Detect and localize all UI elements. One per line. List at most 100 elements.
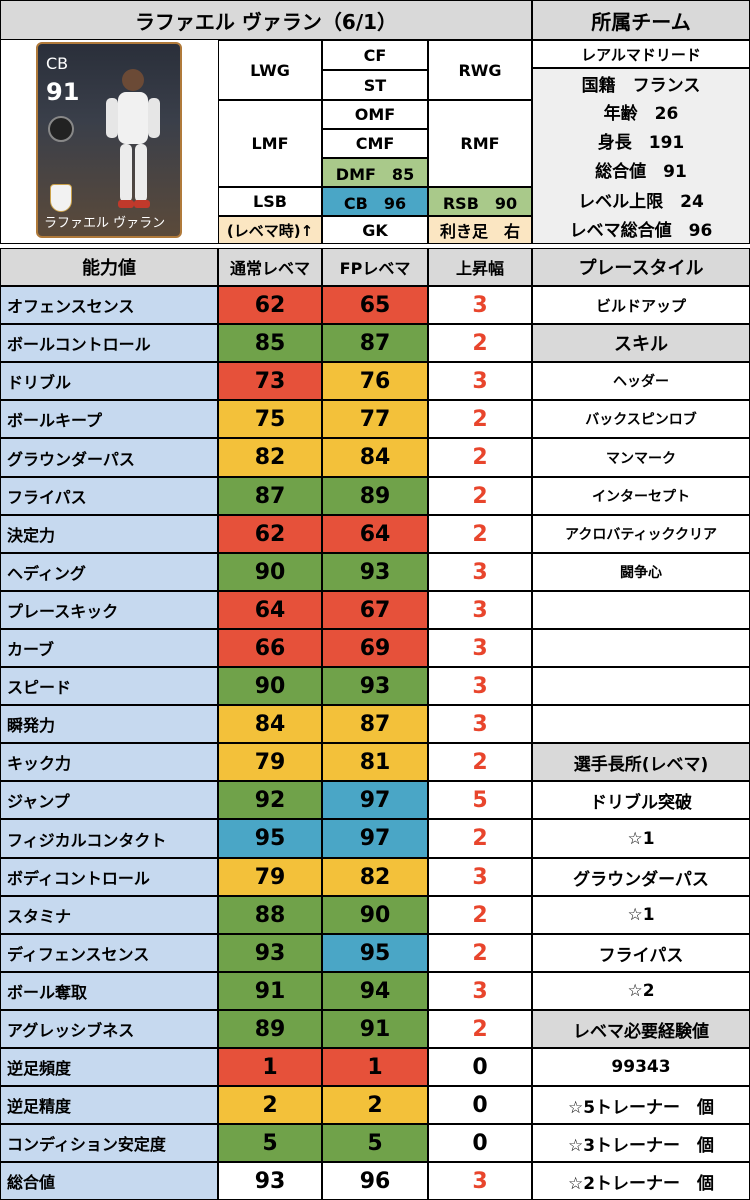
fp-value: 95 [322, 934, 428, 972]
fp-value: 87 [322, 324, 428, 362]
pos-omf: OMF [322, 100, 428, 129]
normal-value: 82 [218, 438, 322, 477]
increase-value: 2 [428, 934, 532, 972]
increase-value: 5 [428, 781, 532, 819]
header-fp: FPレベマ [322, 248, 428, 286]
ability-name: ボールコントロール [0, 324, 218, 362]
card-rating: 91 [46, 78, 80, 106]
increase-value: 3 [428, 667, 532, 705]
fp-value: 2 [322, 1086, 428, 1124]
ability-name: ヘディング [0, 553, 218, 591]
fp-value: 90 [322, 896, 428, 934]
normal-value: 89 [218, 1010, 322, 1048]
normal-value: 79 [218, 858, 322, 896]
normal-value: 92 [218, 781, 322, 819]
side-info: ヘッダー [532, 362, 750, 400]
player-card: CB 91 ラファエル ヴァラン [36, 42, 182, 238]
increase-value: 3 [428, 705, 532, 743]
normal-value: 85 [218, 324, 322, 362]
pos-cmf: CMF [322, 129, 428, 158]
ability-name: 総合値 [0, 1162, 218, 1200]
ability-name: 瞬発力 [0, 705, 218, 743]
increase-value: 2 [428, 324, 532, 362]
overall: 総合値 91 [532, 155, 750, 184]
increase-value: 3 [428, 286, 532, 324]
ability-name: プレースキック [0, 591, 218, 629]
pos-cb: CB 96 [322, 187, 428, 216]
ability-name: オフェンスセンス [0, 286, 218, 324]
header-playstyle: プレースタイル [532, 248, 750, 286]
ability-name: ボディコントロール [0, 858, 218, 896]
normal-value: 62 [218, 515, 322, 553]
fp-value: 76 [322, 362, 428, 400]
fp-value: 67 [322, 591, 428, 629]
normal-value: 87 [218, 477, 322, 515]
normal-value: 90 [218, 553, 322, 591]
player-title: ラファエル ヴァラン（6/1） [0, 0, 532, 40]
normal-value: 66 [218, 629, 322, 667]
ability-name: ディフェンスセンス [0, 934, 218, 972]
fp-value: 82 [322, 858, 428, 896]
increase-value: 0 [428, 1124, 532, 1162]
increase-value: 2 [428, 438, 532, 477]
increase-value: 2 [428, 743, 532, 781]
side-info: ☆2トレーナー 個 [532, 1162, 750, 1200]
side-info: レベマ必要経験値 [532, 1010, 750, 1048]
increase-value: 0 [428, 1086, 532, 1124]
increase-value: 3 [428, 972, 532, 1010]
pos-lwg: LWG [218, 40, 322, 100]
pos-rmf: RMF [428, 100, 532, 187]
increase-value: 2 [428, 515, 532, 553]
ability-name: フィジカルコンタクト [0, 819, 218, 858]
ability-name: ジャンプ [0, 781, 218, 819]
pos-dmf: DMF 85 [322, 158, 428, 187]
side-info: ドリブル突破 [532, 781, 750, 819]
card-player-name: ラファエル ヴァラン [44, 216, 166, 231]
header-normal: 通常レベマ [218, 248, 322, 286]
normal-value: 95 [218, 819, 322, 858]
age: 年齢 26 [532, 97, 750, 126]
side-info [532, 667, 750, 705]
side-info: ☆5トレーナー 個 [532, 1086, 750, 1124]
increase-value: 3 [428, 629, 532, 667]
side-info: ☆3トレーナー 個 [532, 1124, 750, 1162]
pos-cf: CF [322, 40, 428, 70]
normal-value: 79 [218, 743, 322, 781]
normal-value: 93 [218, 934, 322, 972]
nationality: 国籍 フランス [532, 68, 750, 97]
side-info: 99343 [532, 1048, 750, 1086]
fp-value: 5 [322, 1124, 428, 1162]
fp-value: 94 [322, 972, 428, 1010]
ability-name: アグレッシブネス [0, 1010, 218, 1048]
side-info: マンマーク [532, 438, 750, 477]
normal-value: 62 [218, 286, 322, 324]
side-info: 選手長所(レベマ) [532, 743, 750, 781]
side-info: ビルドアップ [532, 286, 750, 324]
pos-gk: GK [322, 216, 428, 244]
fp-value: 64 [322, 515, 428, 553]
ability-name: ボール奪取 [0, 972, 218, 1010]
normal-value: 75 [218, 400, 322, 438]
ability-name: フライパス [0, 477, 218, 515]
normal-value: 2 [218, 1086, 322, 1124]
side-info [532, 629, 750, 667]
side-info [532, 591, 750, 629]
fp-value: 93 [322, 667, 428, 705]
fp-value: 84 [322, 438, 428, 477]
fp-value: 91 [322, 1010, 428, 1048]
increase-value: 2 [428, 400, 532, 438]
increase-value: 3 [428, 1162, 532, 1200]
increase-value: 2 [428, 1010, 532, 1048]
increase-value: 2 [428, 896, 532, 934]
ability-name: スピード [0, 667, 218, 705]
ability-name: キック力 [0, 743, 218, 781]
side-info: インターセプト [532, 477, 750, 515]
normal-value: 73 [218, 362, 322, 400]
ability-name: ボールキープ [0, 400, 218, 438]
pos-rsb: RSB 90 [428, 187, 532, 216]
ability-name: 逆足精度 [0, 1086, 218, 1124]
ability-name: スタミナ [0, 896, 218, 934]
ability-name: カーブ [0, 629, 218, 667]
side-info: ☆2 [532, 972, 750, 1010]
fp-value: 81 [322, 743, 428, 781]
